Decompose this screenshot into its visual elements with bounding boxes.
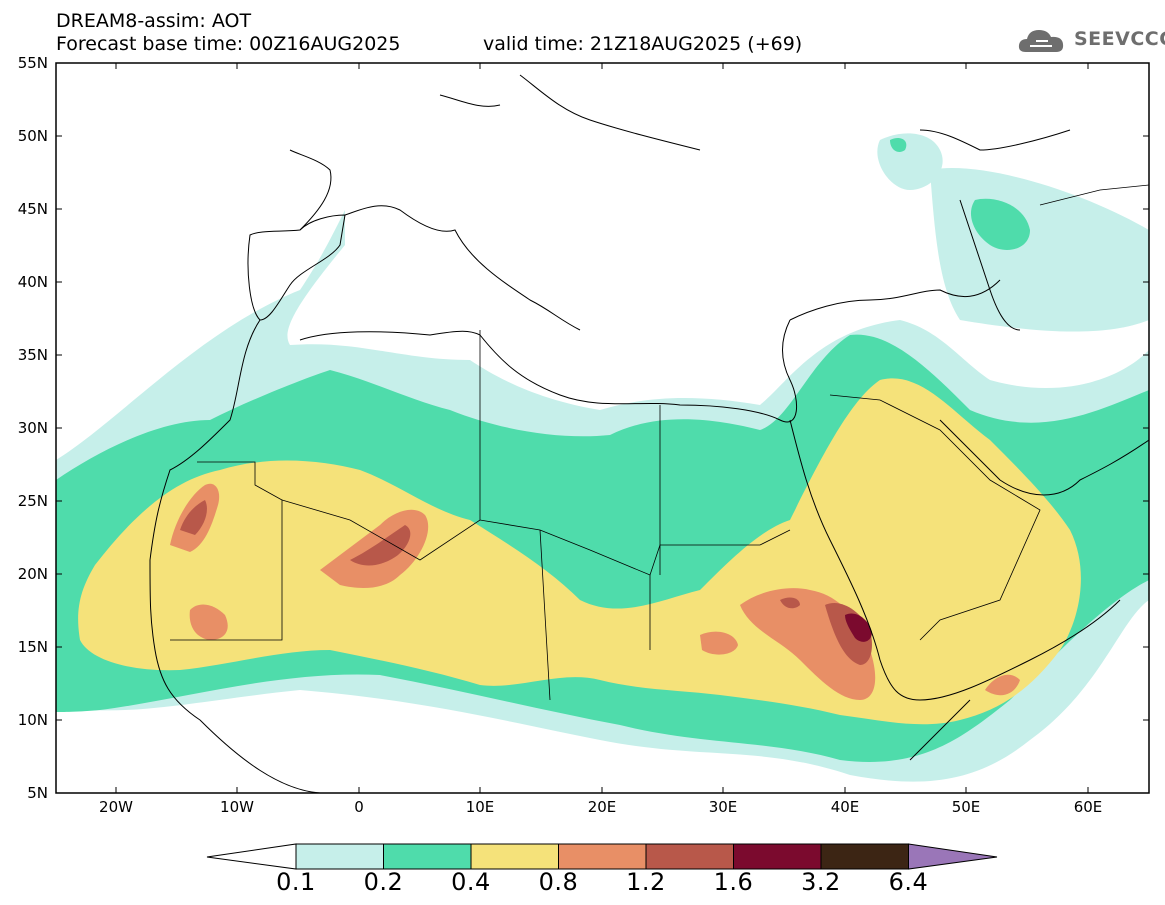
colorbar <box>206 843 998 870</box>
forecast-base-time: Forecast base time: 00Z16AUG2025 <box>56 33 401 55</box>
lon-label-40e: 40E <box>830 798 860 816</box>
lat-label-15n: 15N <box>17 638 48 656</box>
colorbar-swatch-5 <box>645 843 734 870</box>
colorbar-label-1-6: 1.6 <box>713 868 754 896</box>
colorbar-label-0-4: 0.4 <box>451 868 491 896</box>
colorbar-label-0-2: 0.2 <box>363 868 404 896</box>
lon-label-60e: 60E <box>1073 798 1103 816</box>
lat-label-35n: 35N <box>17 346 48 364</box>
lat-label-20n: 20N <box>17 565 48 583</box>
valid-time: valid time: 21Z18AUG2025 (+69) <box>483 33 803 55</box>
colorbar-swatch-1 <box>295 843 384 870</box>
lon-label-20w: 20W <box>99 798 133 816</box>
colorbar-swatch-3 <box>470 843 559 870</box>
cloud-logo-icon <box>1018 30 1064 52</box>
lat-label-10n: 10N <box>17 711 48 729</box>
colorbar-over-arrow <box>908 843 998 870</box>
colorbar-swatch-2 <box>383 843 472 870</box>
lat-label-50n: 50N <box>17 127 48 145</box>
lat-label-55n: 55N <box>17 54 48 72</box>
colorbar-swatch-6 <box>733 843 822 870</box>
colorbar-label-0-1: 0.1 <box>276 868 316 896</box>
axis-ticks <box>56 62 1149 793</box>
lat-label-5n: 5N <box>27 784 48 802</box>
lat-label-45n: 45N <box>17 200 48 218</box>
colorbar-label-3-2: 3.2 <box>801 868 841 896</box>
lat-label-25n: 25N <box>17 492 48 510</box>
lon-label-10e: 10E <box>465 798 495 816</box>
lon-label-20e: 20E <box>587 798 617 816</box>
map-title: DREAM8-assim: AOT <box>56 10 252 32</box>
colorbar-under-arrow <box>206 843 297 870</box>
logo-text: SEEVCCC <box>1074 28 1165 50</box>
lat-label-40n: 40N <box>17 273 48 291</box>
colorbar-swatch-7 <box>820 843 909 870</box>
lat-label-30n: 30N <box>17 419 48 437</box>
colorbar-label-0-8: 0.8 <box>538 868 579 896</box>
colorbar-label-1-2: 1.2 <box>626 868 666 896</box>
lon-label-50e: 50E <box>951 798 981 816</box>
country-borders <box>170 184 1149 701</box>
lon-label-0: 0 <box>354 798 364 816</box>
aot-contours <box>56 63 1149 793</box>
coastlines <box>149 74 1149 793</box>
colorbar-swatch-4 <box>558 843 647 870</box>
colorbar-label-6-4: 6.4 <box>888 868 929 896</box>
lon-label-30e: 30E <box>708 798 738 816</box>
lon-label-10w: 10W <box>220 798 254 816</box>
